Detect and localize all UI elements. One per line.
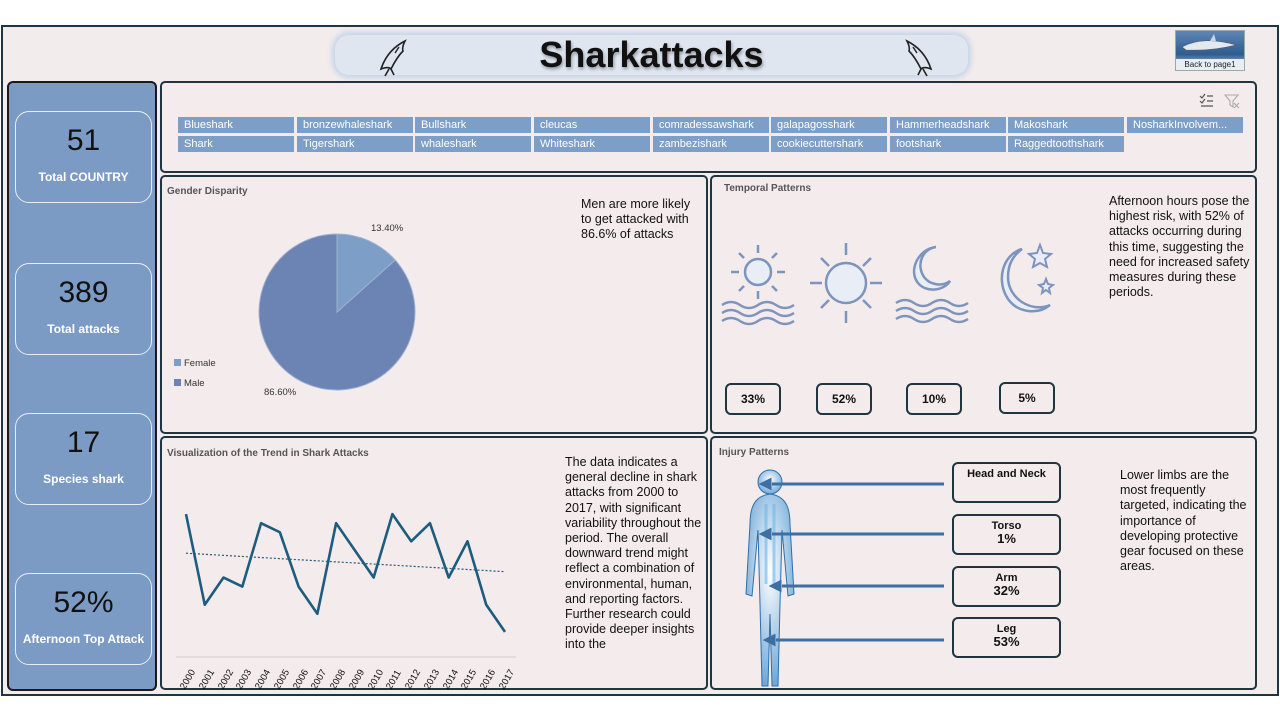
legend-female-label: Female [184, 358, 216, 369]
slicer-chip[interactable]: footshark [890, 136, 1006, 152]
injury-box-leg: Leg 53% [952, 617, 1061, 658]
slicer-chip[interactable]: Whiteshark [534, 136, 650, 152]
slicer-chip[interactable]: zambezishark [653, 136, 769, 152]
legend-male: Male [174, 378, 205, 389]
slicer-chip[interactable]: galapagosshark [771, 117, 887, 133]
injury-name: Torso [991, 520, 1022, 532]
slicer-chip[interactable]: Tigershark [297, 136, 413, 152]
pie-label-female: 13.40% [371, 223, 404, 234]
shark-icon-right [905, 39, 933, 77]
temporal-panel-title: Temporal Patterns [724, 183, 812, 194]
temporal-patterns-panel: Temporal Patterns 33% 52% 10% 5% Afterno… [710, 175, 1257, 434]
injury-pct: 53% [993, 634, 1020, 649]
back-to-page1-button[interactable]: Back to page1 [1175, 30, 1245, 71]
injury-note: Lower limbs are the most frequently targ… [1120, 468, 1247, 574]
slicer-chip[interactable]: cleucas [534, 117, 650, 133]
slicer-chip[interactable]: Shark [178, 136, 294, 152]
injury-box-arm: Arm 32% [952, 566, 1061, 607]
trend-note: The data indicates a general decline in … [565, 455, 702, 652]
kpi-total-attacks: 389 Total attacks [15, 263, 152, 355]
slicer-chip[interactable]: Hammerheadshark [890, 117, 1006, 133]
injury-pct: 32% [993, 583, 1020, 598]
trend-panel: Visualization of the Trend in Shark Atta… [160, 436, 708, 692]
slicer-chip[interactable]: whaleshark [415, 136, 531, 152]
back-button-label: Back to page1 [1176, 59, 1244, 70]
slicer-chip[interactable]: Bullshark [415, 117, 531, 133]
page-title: Sharkattacks [539, 34, 764, 75]
slicer-chip[interactable]: bronzewhaleshark [297, 117, 413, 133]
multi-select-icon[interactable] [1198, 93, 1214, 109]
slicer-chip[interactable]: Blueshark [178, 117, 294, 133]
title-bar: Sharkattacks [335, 34, 968, 77]
gender-disparity-panel: Gender Disparity Female Male 13.40% 86.6… [160, 175, 708, 434]
slicer-chip[interactable]: Raggedtoothshark [1008, 136, 1124, 152]
clear-filter-icon[interactable] [1224, 93, 1240, 109]
kpi-label: Total attacks [47, 322, 120, 336]
kpi-sidebar: 51 Total COUNTRY 389 Total attacks 17 Sp… [7, 81, 157, 691]
kpi-value: 389 [58, 276, 109, 309]
pie-slice-male [258, 233, 416, 391]
series-line [184, 512, 507, 633]
injury-box-torso: Torso 1% [952, 514, 1061, 555]
pie-label-male: 86.60% [264, 387, 297, 398]
temporal-note: Afternoon hours pose the highest risk, w… [1109, 194, 1250, 300]
kpi-label: Afternoon Top Attack [22, 632, 145, 646]
injury-panel-title: Injury Patterns [719, 447, 790, 458]
temporal-value-morning: 33% [725, 383, 781, 415]
evening-moon-icon [895, 245, 969, 324]
trend-panel-title: Visualization of the Trend in Shark Atta… [167, 448, 369, 459]
shark-photo-icon [1181, 34, 1238, 51]
injury-pct: 1% [997, 531, 1016, 546]
gender-panel-title: Gender Disparity [167, 186, 248, 197]
legend-female: Female [174, 358, 216, 369]
slicer-chip[interactable]: comradessawshark [653, 117, 769, 133]
temporal-value-afternoon: 52% [816, 383, 872, 415]
kpi-species-shark: 17 Species shark [15, 413, 152, 505]
shark-icon-left [379, 39, 407, 77]
trendline [185, 552, 506, 573]
injury-pointer-lines [758, 477, 944, 647]
temporal-value-evening: 10% [906, 383, 962, 415]
injury-name: Leg [996, 623, 1017, 635]
slicer-chip[interactable]: NosharkInvolvem... [1127, 117, 1243, 133]
gender-pie-chart [258, 233, 416, 391]
temporal-value-night: 5% [999, 382, 1055, 414]
legend-male-label: Male [184, 378, 205, 389]
injury-box-head-neck: Head and Neck [952, 462, 1061, 503]
kpi-value: 52% [53, 586, 114, 619]
human-body-icon [745, 469, 795, 687]
kpi-value: 17 [66, 426, 101, 459]
trend-line-chart [176, 512, 516, 658]
kpi-label: Total COUNTRY [38, 170, 129, 184]
injury-name: Arm [995, 572, 1018, 584]
kpi-label: Species shark [43, 472, 124, 486]
night-moon-icon [1000, 242, 1056, 313]
morning-sun-icon [721, 245, 795, 326]
kpi-total-country: 51 Total COUNTRY [15, 111, 152, 203]
kpi-afternoon-top-attack: 52% Afternoon Top Attack [15, 573, 152, 665]
kpi-value: 51 [66, 124, 101, 157]
afternoon-sun-icon [810, 243, 882, 323]
slicer-chip[interactable]: Makoshark [1008, 117, 1124, 133]
slicer-chip[interactable]: cookiecuttershark [771, 136, 887, 152]
injury-name: Head and Neck [967, 468, 1046, 480]
pie-slice-female [336, 233, 396, 314]
gender-note: Men are more likely to get attacked with… [581, 197, 691, 242]
